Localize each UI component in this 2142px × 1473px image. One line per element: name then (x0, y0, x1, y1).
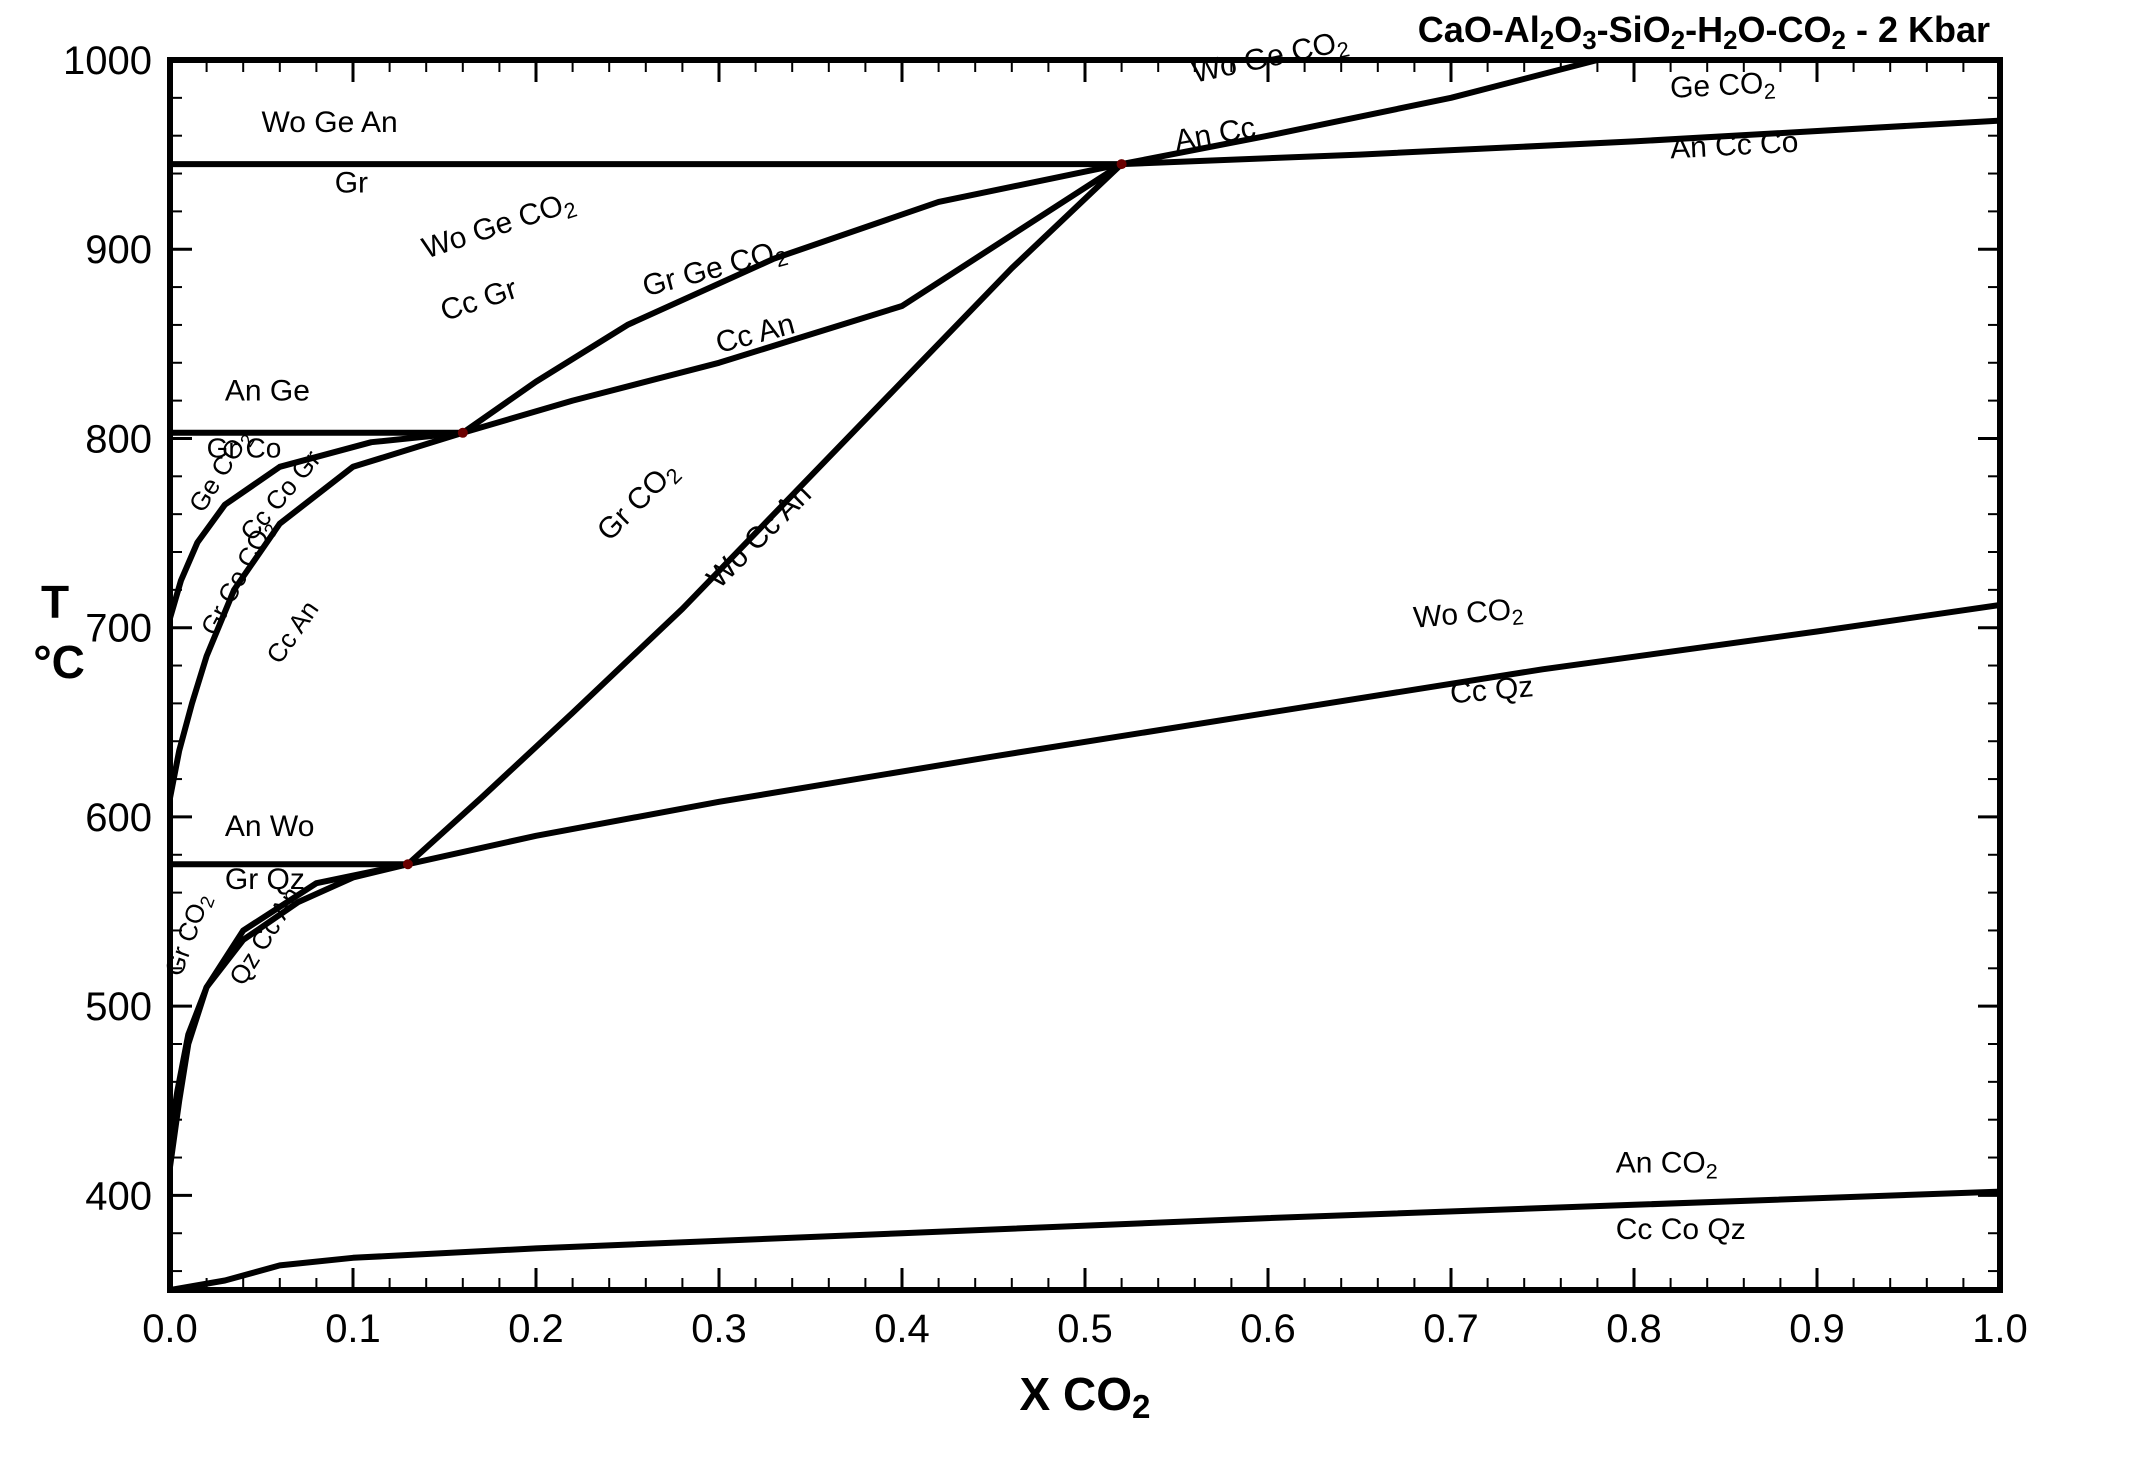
x-tick-label: 0.8 (1606, 1307, 1662, 1351)
x-tick-label: 0.7 (1423, 1307, 1479, 1351)
x-axis-label: X CO2 (1020, 1368, 1151, 1426)
lbl-an-wo: An Wo (225, 810, 315, 843)
lbl-an-ge-text: An Ge (225, 375, 310, 408)
lbl-cc-co-qz-text: Cc Co Qz (1616, 1213, 1746, 1246)
lbl-an-cc-co-text: An Cc Co (1669, 126, 1799, 166)
lbl-cc-co-qz: Cc Co Qz (1616, 1213, 1746, 1246)
invariant-point (1117, 159, 1127, 169)
lbl-an-co2: An CO2 (1616, 1147, 1718, 1184)
lbl-an-cc-co: An Cc Co (1669, 126, 1799, 166)
y-tick-label: 500 (85, 985, 152, 1029)
x-tick-label: 0.2 (508, 1307, 564, 1351)
x-tick-label: 0.0 (142, 1307, 198, 1351)
invariant-point (403, 859, 413, 869)
lbl-an-ge: An Ge (225, 375, 310, 408)
y-tick-label: 900 (85, 228, 152, 272)
lbl-wo-ge-an-text: Wo Ge An (262, 106, 398, 139)
phase-diagram: 0.0 0.1 0.2 0.3 0.4 0.5 0.6 0.7 0.8 0.9 1.0 X CO2 40… (0, 0, 2142, 1473)
x-tick-label: 0.5 (1057, 1307, 1113, 1351)
y-tick-label: 700 (85, 607, 152, 651)
y-tick-label: 1000 (63, 39, 152, 83)
y-tick-label: 400 (85, 1174, 152, 1218)
x-tick-label: 0.3 (691, 1307, 747, 1351)
lbl-an-wo-text: An Wo (225, 810, 315, 843)
lbl-wo-ge-an: Wo Ge An (262, 106, 398, 139)
y-axis-label-t: T (41, 576, 69, 628)
invariant-point (458, 428, 468, 438)
y-tick-label: 600 (85, 796, 152, 840)
x-tick-label: 0.4 (874, 1307, 930, 1351)
x-tick-label: 0.6 (1240, 1307, 1296, 1351)
x-tick-label: 1.0 (1972, 1307, 2028, 1351)
lbl-gr-top-text: Gr (335, 166, 368, 199)
lbl-gr-top: Gr (335, 166, 368, 199)
x-tick-label: 0.9 (1789, 1307, 1845, 1351)
diagram-title: CaO-Al2O3-SiO2-H2O-CO2 - 2 Kbar (1418, 9, 1990, 55)
y-tick-label: 800 (85, 417, 152, 461)
y-axis-label-c: °C (33, 636, 85, 688)
x-tick-label: 0.1 (325, 1307, 381, 1351)
lbl-an-co2-text: An CO2 (1616, 1147, 1718, 1184)
